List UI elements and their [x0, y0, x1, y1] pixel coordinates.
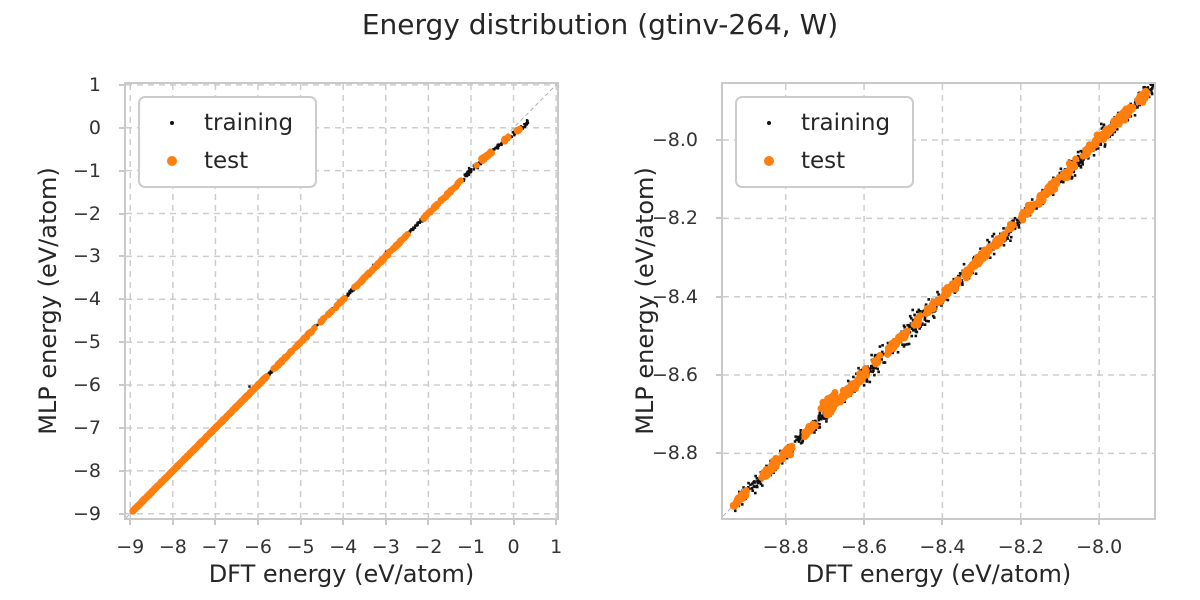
x-tick-mark [427, 520, 430, 525]
x-tick-mark [469, 520, 472, 525]
y-tick-mark [119, 341, 124, 344]
y-tick-mark [119, 83, 124, 86]
y-tick-label: −8.8 [651, 442, 698, 465]
legend-label-test: test [204, 148, 249, 174]
x-tick-mark [784, 520, 787, 525]
x-tick-mark [257, 520, 260, 525]
y-tick-mark [119, 298, 124, 301]
x-tick-mark [214, 520, 217, 525]
y-tick-mark [716, 295, 721, 298]
x-tick-label: −8.0 [1076, 536, 1123, 558]
x-tick-mark [1098, 520, 1101, 525]
x-tick-mark [171, 520, 174, 525]
y-tick-label: −5 [72, 331, 101, 354]
x-tick-label: 0 [507, 536, 520, 558]
x-tick-mark [299, 520, 302, 525]
y-tick-label: −8 [72, 459, 101, 482]
y-tick-label: −6 [72, 374, 101, 397]
x-tick-mark [1019, 520, 1022, 525]
y-tick-mark [119, 255, 124, 258]
x-tick-label: 1 [550, 536, 563, 558]
x-tick-label: −6 [244, 536, 273, 558]
x-tick-label: −8.4 [919, 536, 966, 558]
legend: training test [138, 96, 318, 188]
figure-title: Energy distribution (gtinv-264, W) [361, 8, 839, 41]
legend-item-training: training [140, 104, 293, 142]
y-tick-mark [716, 139, 721, 141]
training-marker-icon [170, 121, 174, 125]
y-tick-label: −8.4 [651, 285, 698, 308]
y-tick-label: 1 [88, 73, 101, 96]
x-tick-label: −8 [158, 536, 187, 558]
left-plot-axes: training test DFT energy (eV/atom) MLP e… [34, 74, 562, 588]
legend-item-test: test [737, 142, 890, 180]
legend-marker-area [140, 121, 204, 125]
x-tick-mark [384, 520, 387, 525]
x-tick-mark [863, 520, 866, 525]
legend-label-training: training [801, 110, 891, 136]
x-tick-label: −4 [329, 536, 358, 558]
x-tick-label: −3 [371, 536, 400, 558]
x-tick-mark [129, 520, 132, 525]
y-tick-label: −9 [72, 502, 101, 525]
x-tick-label: −8.6 [840, 536, 888, 558]
x-tick-mark [555, 520, 558, 525]
y-tick-mark [716, 374, 721, 377]
y-tick-label: −7 [72, 416, 101, 439]
x-tick-label: −1 [456, 536, 485, 558]
x-tick-mark [941, 520, 944, 525]
y-tick-label: −8.0 [651, 129, 698, 151]
legend-marker-area [737, 121, 801, 125]
x-tick-mark [512, 520, 515, 525]
x-tick-label: −5 [286, 536, 315, 558]
y-tick-label: −3 [72, 245, 101, 268]
y-tick-label: 0 [88, 116, 101, 139]
training-marker-icon [767, 121, 771, 125]
y-tick-mark [119, 426, 124, 429]
x-axis-label: DFT energy (eV/atom) [208, 560, 475, 588]
legend-item-test: test [140, 142, 293, 180]
y-tick-label: −4 [72, 288, 101, 311]
y-tick-label: −2 [72, 202, 101, 225]
x-tick-label: −2 [414, 536, 443, 558]
y-tick-mark [119, 169, 124, 172]
y-tick-mark [716, 452, 721, 455]
legend-marker-area [737, 156, 801, 166]
x-tick-label: −8.2 [997, 536, 1044, 558]
legend-item-training: training [737, 104, 890, 142]
test-marker-icon [167, 156, 177, 166]
x-tick-label: −7 [201, 536, 230, 558]
legend-marker-area [140, 156, 204, 166]
x-tick-label: −8.8 [762, 536, 809, 558]
legend-label-training: training [204, 110, 294, 136]
y-tick-mark [119, 512, 124, 515]
x-axis-label: DFT energy (eV/atom) [805, 560, 1072, 588]
x-tick-mark [342, 520, 345, 525]
y-tick-mark [119, 212, 124, 215]
legend: training test [735, 96, 915, 188]
test-marker-icon [764, 156, 774, 166]
legend-label-test: test [801, 148, 846, 174]
y-tick-label: −8.2 [651, 207, 698, 230]
y-tick-label: −8.6 [651, 364, 698, 387]
y-tick-label: −1 [72, 159, 101, 182]
x-tick-label: −9 [116, 536, 145, 558]
y-tick-mark [119, 126, 124, 129]
y-tick-mark [716, 217, 721, 220]
right-plot-axes: training test DFT energy (eV/atom) MLP e… [631, 82, 1156, 588]
y-tick-mark [119, 384, 124, 387]
y-tick-mark [119, 469, 124, 472]
